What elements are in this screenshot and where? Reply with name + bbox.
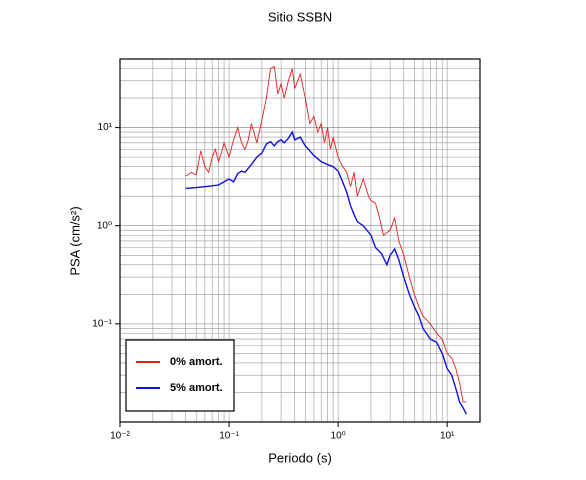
legend-label: 5% amort. (170, 382, 223, 394)
legend-label: 0% amort. (170, 356, 223, 368)
x-tick-label: 10⁰ (331, 431, 346, 442)
legend-box (125, 339, 235, 412)
series-line (185, 130, 467, 415)
x-tick-label: 10⁻² (110, 431, 130, 442)
x-tick-label: 10⁻¹ (219, 431, 239, 442)
y-tick-label: 10⁻¹ (92, 319, 112, 330)
y-axis-label: PSA (cm/s²) (67, 206, 82, 275)
chart-title: Sitio SSBN (268, 9, 332, 24)
y-tick-label: 10¹ (98, 122, 113, 133)
series-line (185, 65, 467, 403)
x-tick-label: 10¹ (440, 431, 455, 442)
plot-frame (119, 58, 481, 423)
x-axis-label: Periodo (s) (268, 450, 332, 465)
y-tick-label: 10⁰ (97, 220, 112, 231)
